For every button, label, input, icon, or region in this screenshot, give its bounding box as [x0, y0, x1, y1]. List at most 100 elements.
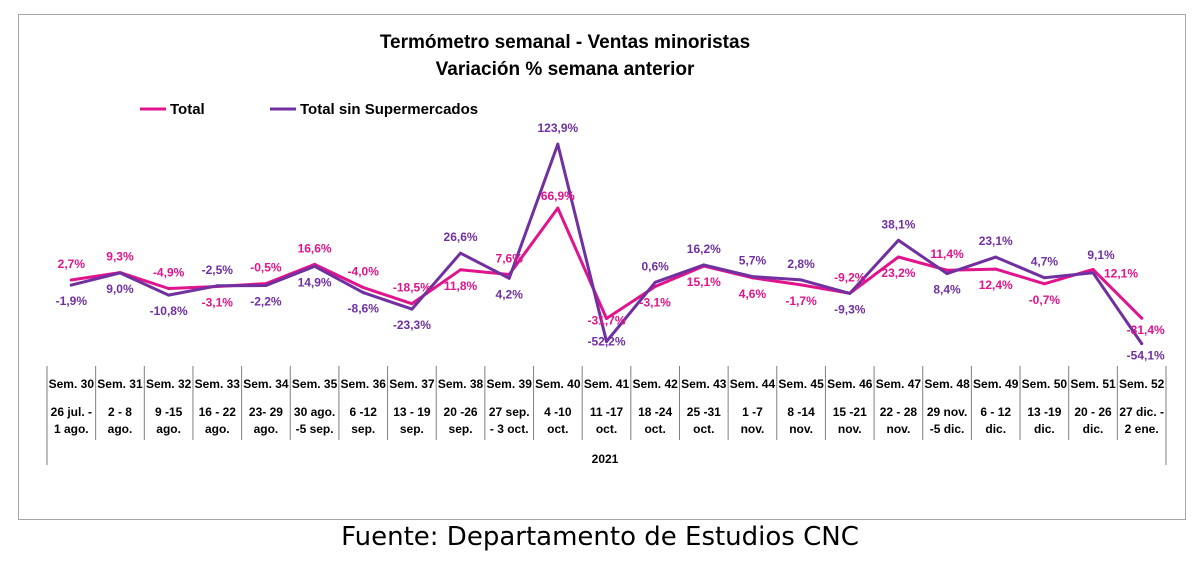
legend: Total Total sin Supermercados [140, 101, 478, 118]
data-label-total: 2,7% [58, 257, 86, 271]
data-point [361, 285, 365, 289]
tick-label-dates: dic. [1034, 422, 1055, 436]
tick-label-week: Sem. 30 [49, 377, 95, 391]
tick-label-dates: 6 -12 [350, 405, 378, 419]
data-label-sin-supermercados: -2,5% [202, 263, 234, 277]
tick-label-dates: dic. [985, 422, 1006, 436]
data-label-sin-supermercados: -8,6% [348, 302, 380, 316]
data-point [945, 272, 949, 276]
data-point [459, 251, 463, 255]
data-label-sin-supermercados: -1,9% [56, 294, 88, 308]
data-point [994, 267, 998, 271]
tick-label-dates: 18 -24 [638, 405, 672, 419]
data-point [556, 206, 560, 210]
data-label-total: 11,8% [444, 279, 478, 293]
data-label-sin-supermercados: -9,3% [834, 302, 866, 316]
data-label-sin-supermercados: 9,0% [106, 282, 134, 296]
tick-label-week: Sem. 39 [487, 377, 533, 391]
tick-label-dates: 27 dic. - [1119, 405, 1164, 419]
line-chart: Termómetro semanal - Ventas minoristas V… [46, 32, 1167, 466]
tick-label-week: Sem. 49 [973, 377, 1019, 391]
data-point [653, 280, 657, 284]
tick-label-week: Sem. 44 [730, 377, 776, 391]
data-label-sin-supermercados: 0,6% [641, 259, 669, 273]
data-label-total: 15,1% [687, 275, 721, 289]
data-label-sin-supermercados: -54,1% [1127, 349, 1165, 363]
tick-label-dates: 13 -19 [1027, 405, 1061, 419]
tick-label-week: Sem. 43 [681, 377, 727, 391]
tick-label-dates: ago. [205, 422, 230, 436]
chart-title: Termómetro semanal - Ventas minoristas [380, 32, 750, 53]
data-point [945, 268, 949, 272]
data-point [507, 276, 511, 280]
data-point [1140, 316, 1144, 320]
tick-label-week: Sem. 40 [535, 377, 581, 391]
data-label-total: 9,3% [106, 250, 134, 264]
data-label-total: -0,7% [1029, 293, 1061, 307]
data-label-sin-supermercados: 23,1% [979, 234, 1013, 248]
data-label-total: 11,4% [930, 247, 964, 261]
tick-label-dates: sep. [449, 422, 473, 436]
tick-label-dates: 6 - 12 [980, 405, 1011, 419]
tick-label-dates: -5 dic. [930, 422, 965, 436]
data-label-sin-supermercados: -2,2% [250, 294, 282, 308]
data-point [605, 339, 608, 343]
series-lines [69, 142, 1144, 346]
tick-label-dates: 1 ago. [54, 422, 89, 436]
tick-label-week: Sem. 37 [389, 377, 435, 391]
tick-label-week: Sem. 41 [584, 377, 630, 391]
tick-label-dates: ago. [108, 422, 133, 436]
year-label: 2021 [592, 452, 619, 466]
data-point [848, 291, 852, 295]
tick-label-dates: 8 -14 [787, 405, 815, 419]
tick-label-week: Sem. 34 [243, 377, 289, 391]
data-point [410, 307, 414, 311]
data-point [69, 278, 73, 282]
tick-label-dates: ago. [254, 422, 279, 436]
tick-label-week: Sem. 52 [1119, 377, 1165, 391]
data-label-total: -1,7% [785, 294, 817, 308]
data-point [653, 284, 657, 288]
tick-label-dates: 23- 29 [249, 405, 283, 419]
tick-label-dates: 20 -26 [444, 405, 478, 419]
data-label-total: -31,4% [1127, 323, 1165, 337]
data-label-total: -3,1% [639, 295, 671, 309]
data-point [313, 264, 317, 268]
tick-label-dates: 27 sep. [489, 405, 530, 419]
data-label-sin-supermercados: -52,2% [587, 334, 625, 348]
source-note: Fuente: Departamento de Estudios CNC [341, 522, 859, 552]
data-point [799, 283, 803, 287]
data-label-sin-supermercados: 4,7% [1031, 255, 1059, 269]
data-point [994, 255, 998, 259]
tick-label-dates: oct. [644, 422, 665, 436]
tick-label-dates: 30 ago. [294, 405, 335, 419]
tick-label-dates: 26 jul. - [51, 405, 92, 419]
legend-label-1[interactable]: Total [170, 101, 205, 118]
data-label-total: 12,1% [1104, 266, 1138, 280]
data-label-sin-supermercados: 9,1% [1087, 248, 1115, 262]
tick-label-dates: ago. [156, 422, 181, 436]
data-label-total: 7,6% [496, 251, 524, 265]
tick-label-week: Sem. 31 [97, 377, 143, 391]
tick-label-dates: dic. [1083, 422, 1104, 436]
data-label-total: 23,2% [881, 266, 915, 280]
data-label-total: -9,2% [834, 270, 866, 284]
tick-label-dates: 25 -31 [687, 405, 721, 419]
tick-label-dates: 2 - 8 [108, 405, 132, 419]
data-point [896, 238, 900, 242]
data-label-sin-supermercados: -10,8% [150, 304, 188, 318]
tick-label-dates: 16 - 22 [199, 405, 237, 419]
data-label-sin-supermercados: 38,1% [881, 217, 915, 231]
data-point [459, 268, 463, 272]
data-point [410, 302, 414, 306]
tick-label-week: Sem. 32 [146, 377, 192, 391]
data-point [702, 263, 706, 267]
data-label-total: 4,6% [739, 287, 767, 301]
data-label-total: 12,4% [979, 278, 1013, 292]
data-point [215, 284, 219, 288]
tick-label-dates: 13 - 19 [393, 405, 431, 419]
legend-label-2[interactable]: Total sin Supermercados [300, 101, 478, 118]
data-label-total: -4,9% [153, 265, 185, 279]
tick-label-dates: 1 -7 [742, 405, 763, 419]
tick-label-dates: oct. [547, 422, 568, 436]
